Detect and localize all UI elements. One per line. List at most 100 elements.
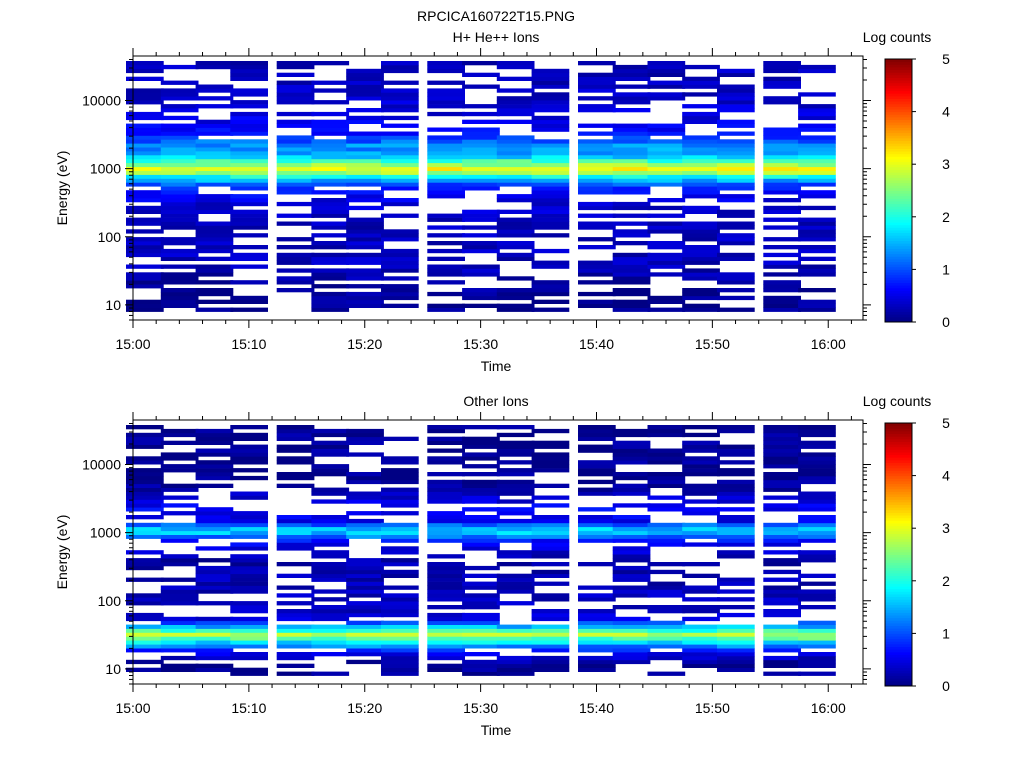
heatmap-cell (427, 178, 465, 183)
heatmap-cell (427, 264, 465, 269)
heatmap-cell (311, 260, 350, 265)
heatmap-cell (381, 108, 419, 113)
heatmap-cell (195, 241, 234, 246)
heatmap-cell (682, 499, 720, 504)
heatmap-cell (195, 229, 234, 234)
heatmap-cell (717, 151, 755, 156)
heatmap-cell (717, 444, 755, 449)
heatmap-cell (126, 154, 164, 160)
x-tick-label: 16:00 (811, 700, 846, 716)
heatmap-cell (346, 229, 384, 234)
heatmap-cell (230, 581, 268, 586)
heatmap-cell (717, 605, 755, 610)
heatmap-cell (160, 225, 199, 230)
heatmap-cell (682, 225, 720, 230)
heatmap-cell (195, 201, 234, 207)
colorbar-swatch (885, 119, 912, 123)
heatmap-cell (381, 593, 419, 598)
heatmap-cell (276, 663, 315, 668)
heatmap-cell (798, 475, 836, 481)
heatmap-cell (496, 147, 535, 152)
heatmap-cell (578, 597, 616, 602)
heatmap-cell (763, 601, 801, 606)
heatmap-cell (126, 135, 164, 140)
heatmap-cell (647, 428, 686, 434)
colorbar-swatch (885, 591, 912, 595)
heatmap-cell (578, 61, 616, 66)
heatmap-cell (276, 162, 315, 168)
colorbar-swatch (885, 617, 912, 621)
heatmap-cell (717, 166, 755, 171)
heatmap-cell (346, 151, 384, 156)
heatmap-cell (612, 503, 651, 508)
heatmap-cell (230, 186, 268, 191)
heatmap-cell (798, 288, 836, 293)
heatmap-cell (230, 264, 268, 269)
colorbar-swatch (885, 622, 912, 627)
heatmap-cell (647, 143, 686, 148)
heatmap-cell (578, 515, 616, 520)
heatmap-cell (195, 280, 234, 285)
heatmap-cell (531, 483, 570, 488)
colorbar-swatch (885, 300, 912, 305)
colorbar-swatch (885, 596, 912, 600)
heatmap-cell (612, 268, 651, 273)
heatmap-cell (496, 554, 535, 559)
heatmap-cell (381, 671, 419, 676)
colorbar-swatch (885, 193, 912, 197)
heatmap-cell (612, 151, 651, 156)
heatmap-cell (763, 139, 801, 144)
heatmap-cell (160, 440, 199, 445)
colorbar-swatch (885, 103, 912, 107)
heatmap-cell (427, 652, 465, 657)
colorbar-swatch (885, 227, 912, 231)
heatmap-cell (496, 217, 535, 222)
heatmap-cell (311, 233, 350, 238)
heatmap-cell (798, 178, 836, 183)
heatmap-cell (462, 640, 500, 645)
heatmap-cell (763, 589, 801, 594)
colorbar-swatch (885, 630, 912, 634)
heatmap-cell (230, 452, 268, 457)
heatmap-cell (311, 632, 350, 637)
colorbar-swatch (885, 308, 912, 312)
heatmap-cell (647, 495, 686, 500)
colorbar-swatch (885, 522, 912, 527)
heatmap-cell (195, 174, 234, 179)
colorbar-swatch (885, 636, 912, 640)
heatmap-cell (682, 147, 720, 152)
heatmap-cell (462, 178, 500, 183)
heatmap-cell (276, 288, 315, 293)
heatmap-cell (381, 468, 419, 473)
heatmap-cell (276, 111, 315, 117)
heatmap-cell (531, 115, 570, 121)
heatmap-cell (717, 491, 755, 496)
heatmap-cell (311, 565, 350, 571)
figure-title: RPCICA160722T15.PNG (417, 8, 575, 24)
heatmap-cell (763, 444, 801, 449)
heatmap-cell (126, 565, 164, 571)
heatmap-cell (462, 530, 500, 535)
heatmap-cell (230, 530, 268, 535)
heatmap-cell (311, 291, 350, 297)
heatmap-cell (126, 100, 164, 105)
colorbar-swatch (885, 438, 912, 442)
heatmap-cell (578, 636, 616, 641)
colorbar-swatch (885, 158, 912, 163)
heatmap-cell (276, 475, 315, 481)
heatmap-cell (798, 166, 836, 171)
heatmap-cell (230, 88, 268, 93)
heatmap-cell (578, 538, 616, 543)
colorbar-swatch (885, 245, 912, 249)
heatmap-cell (346, 303, 384, 308)
heatmap-cell (126, 252, 164, 258)
heatmap-cell (496, 174, 535, 179)
heatmap-cell (647, 92, 686, 97)
heatmap-cell (160, 495, 199, 500)
x-tick-label: 16:00 (811, 336, 846, 352)
heatmap-cell (160, 139, 199, 144)
colorbar-swatch (885, 620, 912, 624)
heatmap-cell (427, 530, 465, 535)
heatmap-cell (612, 205, 651, 211)
heatmap-cell (346, 84, 384, 89)
